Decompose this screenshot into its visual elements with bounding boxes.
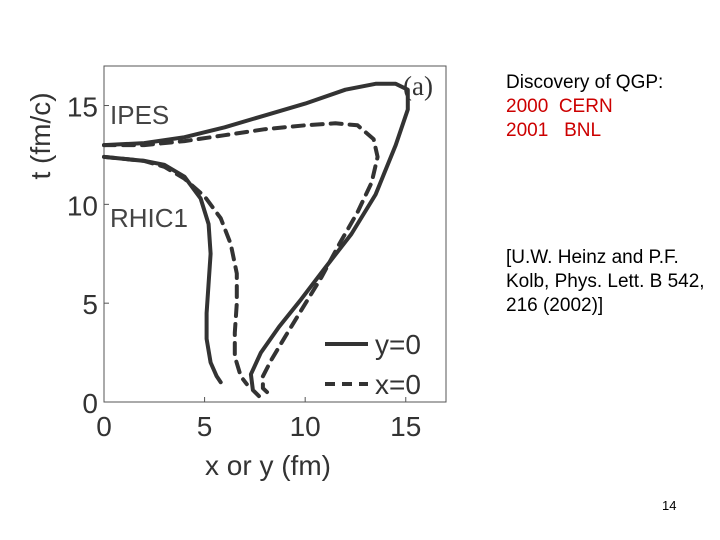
y-tick-label: 0 [82, 388, 98, 419]
x-tick-label: 15 [390, 411, 421, 442]
x-axis-label: x or y (fm) [205, 450, 331, 481]
curve-ipes-y0 [102, 81, 410, 399]
y-ticks: 0 5 10 15 [67, 92, 109, 419]
x-tick-label: 5 [197, 411, 213, 442]
qgp-bnl-line: 2001 BNL [506, 120, 602, 141]
annotation-rhic1: RHIC1 [110, 203, 188, 233]
plot-frame [103, 65, 447, 403]
qgp-cern-line: 2000 CERN [506, 96, 613, 117]
y-tick-label: 10 [67, 190, 98, 221]
y-tick-label: 5 [82, 289, 98, 320]
curve-ipes-x0 [102, 121, 380, 395]
data-curves [102, 81, 410, 399]
y-tick-label: 15 [67, 92, 98, 123]
qgp-heading: Discovery of QGP: [506, 72, 664, 93]
legend: y=0 x=0 [325, 329, 421, 400]
y-axis-label: t (fm/c) [25, 92, 56, 179]
reference-citation: [U.W. Heinz and P.F. Kolb, Phys. Lett. B… [506, 247, 705, 316]
x-tick-label: 10 [290, 411, 321, 442]
x-ticks: 0 5 10 15 [96, 397, 421, 442]
x-tick-label: 0 [96, 411, 112, 442]
chart-plot: 0 5 10 15 0 5 10 15 (a) IPES RHIC1 y=0 x=0 x o… [25, 65, 447, 481]
slide-number: 14 [662, 498, 677, 513]
annotation-ipes: IPES [110, 100, 169, 130]
legend-label-x0: x=0 [375, 369, 421, 400]
legend-label-y0: y=0 [375, 329, 421, 360]
curve-rhic1-x0 [102, 154, 249, 387]
qgp-discovery-text: Discovery of QGP: 2000 CERN 2001 BNL [506, 71, 663, 143]
panel-label: (a) [403, 71, 433, 101]
